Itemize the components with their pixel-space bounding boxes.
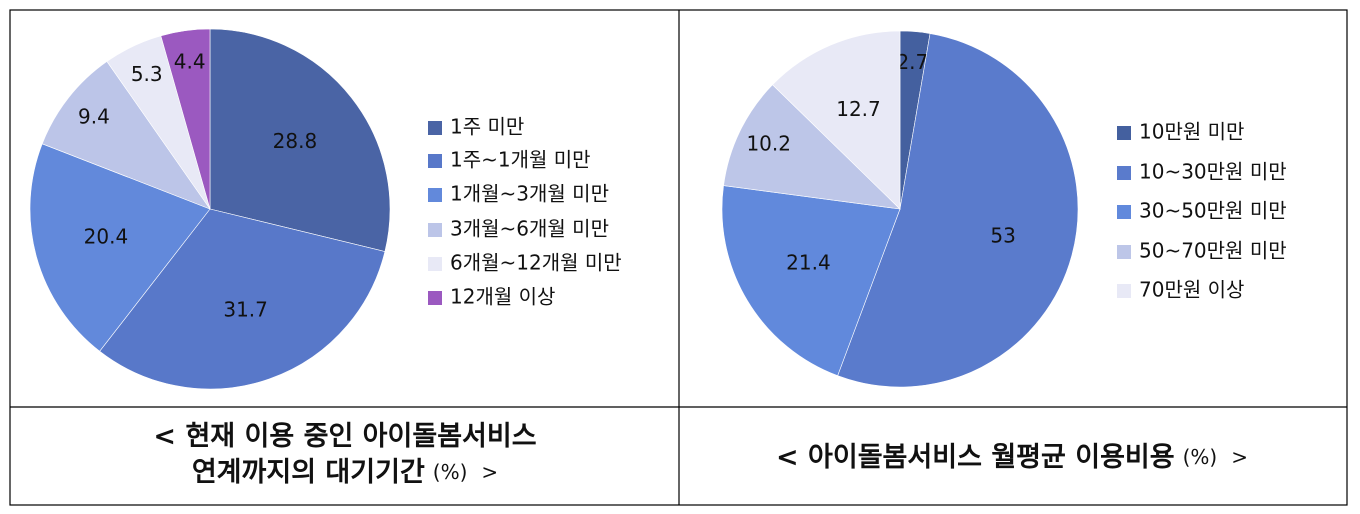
data-label: 53 [990,223,1015,247]
title-text: < 아이돌봄서비스 월평균 이용비용 [776,442,1175,473]
chart-title: < 아이돌봄서비스 월평균 이용비용 (%) > [776,442,1248,473]
legend-swatch [428,257,442,271]
legend-swatch [428,291,442,305]
chart-title: 연계까지의 대기기간 (%) > [192,457,498,488]
data-label: 10.2 [746,132,791,156]
data-label: 9.4 [78,104,110,128]
pie-slice [99,208,386,390]
data-label: 12.7 [836,97,881,121]
title-text: 연계까지의 대기기간 [192,457,425,488]
pie-slice [160,28,211,210]
legend-label: 12개월 이상 [450,285,555,309]
data-label: 28.8 [273,129,318,153]
data-label: 20.4 [84,224,129,248]
legend-label: 3개월~6개월 미만 [450,217,609,241]
legend-label: 70만원 이상 [1139,278,1244,302]
data-label: 2.7 [896,50,928,74]
legend-swatch [1117,205,1131,219]
legend-swatch [1117,126,1131,140]
data-label: 4.4 [174,49,206,73]
legend-swatch [428,154,442,168]
title-unit: (%) [1183,445,1218,469]
pie-slice [41,60,211,210]
legend-label: 1주~1개월 미만 [450,148,591,172]
legend-label: 10만원 미만 [1139,120,1244,144]
legend-label: 1주 미만 [450,115,524,139]
legend-label: 6개월~12개월 미만 [450,251,622,275]
pie-slice [837,33,1079,388]
chart-title: < 현재 이용 중인 아이돌봄서비스 [153,421,536,452]
data-label: 5.3 [131,62,163,86]
legend-label: 1개월~3개월 미만 [450,182,609,206]
data-label: 21.4 [786,250,831,274]
title-end: > [481,460,498,484]
legend-swatch [428,121,442,135]
pie-slice [29,143,211,352]
title-text: < 현재 이용 중인 아이돌봄서비스 [153,421,536,452]
legend-swatch [428,223,442,237]
legend-swatch [1117,166,1131,180]
pie-slice [723,84,901,210]
legend-label: 30~50만원 미만 [1139,199,1287,223]
pie-slice [209,28,391,252]
pie-slice [721,185,901,377]
legend-swatch [1117,245,1131,259]
title-unit: (%) [433,460,468,484]
title-end: > [1231,445,1248,469]
legend-swatch [1117,284,1131,298]
data-label: 31.7 [223,297,268,321]
legend-label: 50~70만원 미만 [1139,239,1287,263]
legend-label: 10~30만원 미만 [1139,160,1287,184]
pie-slice [772,30,901,210]
legend-swatch [428,188,442,202]
